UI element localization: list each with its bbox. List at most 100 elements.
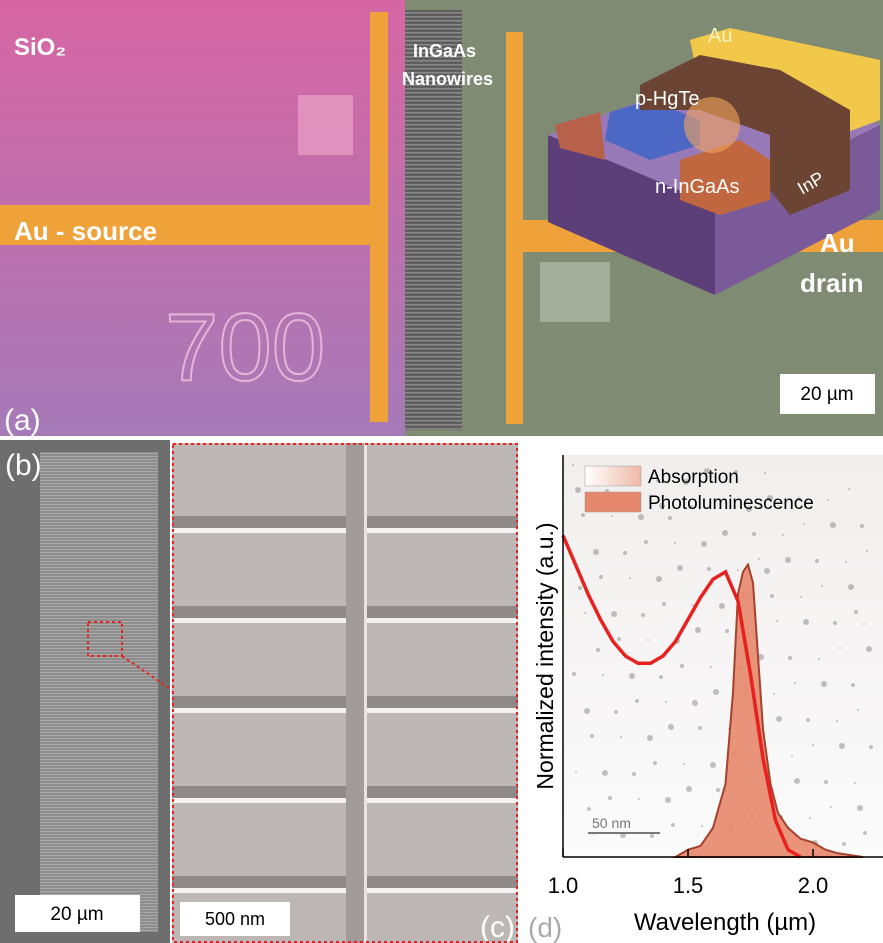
speckle (578, 586, 582, 590)
speckle (665, 797, 671, 803)
speckle (803, 523, 805, 525)
page: SiO₂ InGaAs Nanowires Au - source 700 Au… (0, 0, 883, 943)
legend-swatch (585, 492, 641, 512)
panel-label: (d) (528, 912, 562, 943)
figure: SiO₂ InGaAs Nanowires Au - source 700 Au… (0, 0, 883, 943)
wire-edge (172, 528, 518, 533)
speckle (770, 594, 774, 598)
speckle (785, 557, 791, 563)
wire-edge (172, 618, 518, 623)
speckle (848, 488, 850, 490)
speckle (812, 744, 814, 746)
speckle (647, 735, 653, 741)
scale-label: 20 µm (800, 384, 853, 405)
speckle (776, 620, 778, 622)
legend-label: Absorption (648, 467, 739, 488)
speckle (752, 532, 756, 536)
speckle (617, 637, 621, 641)
speckle (815, 559, 819, 563)
speckle (818, 658, 820, 660)
pad (298, 95, 353, 155)
speckle (632, 772, 636, 776)
speckle (803, 619, 809, 625)
wire-edge (172, 798, 518, 803)
speckle (806, 718, 810, 722)
speckle (659, 675, 663, 679)
speckle (668, 516, 672, 520)
panel-c: (c) 500 nm (172, 443, 518, 943)
panel-a: SiO₂ InGaAs Nanowires Au - source 700 Au… (0, 0, 883, 437)
speckle (794, 778, 800, 784)
speckle (824, 780, 828, 784)
x-tick-label: 1.0 (548, 873, 579, 898)
speckle (845, 561, 847, 563)
speckle (572, 672, 576, 676)
speckle (710, 762, 716, 768)
speckle (614, 710, 618, 714)
scale-label: 20 µm (50, 904, 103, 925)
speckle (782, 534, 784, 536)
panel-b: (b) 20 µm (0, 440, 172, 943)
speckle (623, 551, 627, 555)
source-finger (370, 12, 388, 422)
speckle (572, 464, 574, 466)
speckle (830, 522, 836, 528)
speckle (593, 549, 599, 555)
speckle (665, 701, 667, 703)
speckle (800, 596, 802, 598)
speckle (698, 726, 702, 730)
speckle (611, 611, 617, 617)
speckle (686, 786, 692, 792)
speckle (674, 542, 676, 544)
x-axis-title: Wavelength (µm) (634, 909, 816, 936)
speckle (857, 805, 863, 811)
speckle (716, 788, 720, 792)
channel (346, 443, 366, 943)
speckle (722, 530, 728, 536)
speckle (692, 604, 694, 606)
speckle (701, 825, 703, 827)
sio2-label: SiO₂ (14, 34, 66, 61)
legend-label: Photoluminescence (648, 493, 814, 514)
speckle (764, 472, 766, 474)
speckle (866, 646, 872, 652)
speckle (647, 639, 649, 641)
ingaas-label: n-InGaAs (655, 176, 739, 198)
speckle (707, 567, 711, 571)
speckle (776, 716, 782, 722)
speckle (602, 674, 604, 676)
speckle (581, 513, 585, 517)
speckle (869, 745, 873, 749)
panel-label: (a) (4, 404, 41, 437)
speckle (788, 656, 792, 660)
speckle (839, 743, 845, 749)
speckle (653, 761, 657, 765)
speckle (596, 648, 600, 652)
speckle (587, 807, 591, 811)
speckle (863, 831, 867, 835)
speckle (833, 621, 837, 625)
speckle (695, 627, 701, 633)
speckle (629, 673, 635, 679)
speckle (773, 693, 775, 695)
speckle (830, 806, 832, 808)
speckle (692, 700, 698, 706)
source-label: Au - source (14, 216, 157, 246)
speckle (701, 541, 707, 547)
speckle (677, 565, 683, 571)
y-axis-title: Normalized intensity (a.u.) (532, 522, 558, 789)
speckle (854, 782, 856, 784)
hgte-label: p-HgTe (635, 88, 699, 110)
speckle (662, 602, 666, 606)
wire-gap (172, 696, 518, 710)
speckle (575, 771, 577, 773)
wire-gap (172, 516, 518, 530)
speckle (758, 558, 760, 560)
nanowire-label: InGaAs (413, 41, 476, 61)
speckle (644, 540, 648, 544)
speckle (629, 577, 631, 579)
pad (540, 262, 610, 322)
speckle (857, 709, 859, 711)
speckle (584, 708, 590, 714)
speckle (638, 514, 644, 520)
